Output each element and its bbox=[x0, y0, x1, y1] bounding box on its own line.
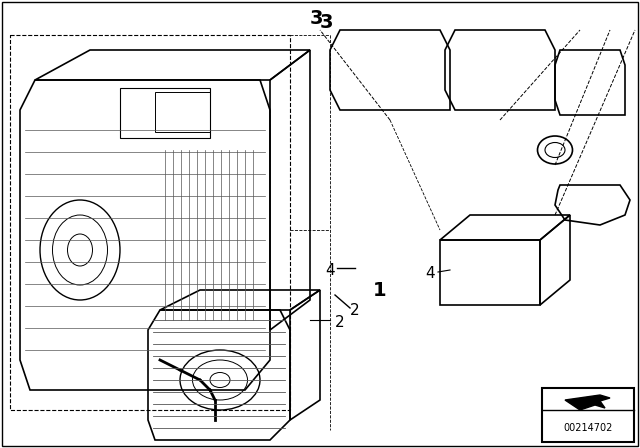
Text: 00214702: 00214702 bbox=[563, 423, 612, 433]
Bar bbox=[542, 388, 634, 442]
Bar bbox=[155, 92, 210, 132]
Text: 2: 2 bbox=[335, 314, 345, 329]
Bar bbox=[440, 240, 540, 305]
Text: 3: 3 bbox=[309, 9, 323, 27]
Polygon shape bbox=[565, 395, 610, 410]
Text: 1: 1 bbox=[373, 280, 387, 300]
Text: 4: 4 bbox=[425, 266, 435, 280]
Bar bbox=[120, 88, 210, 138]
Text: 3: 3 bbox=[320, 13, 333, 31]
Text: 2: 2 bbox=[350, 302, 360, 318]
Text: 4: 4 bbox=[325, 263, 335, 277]
